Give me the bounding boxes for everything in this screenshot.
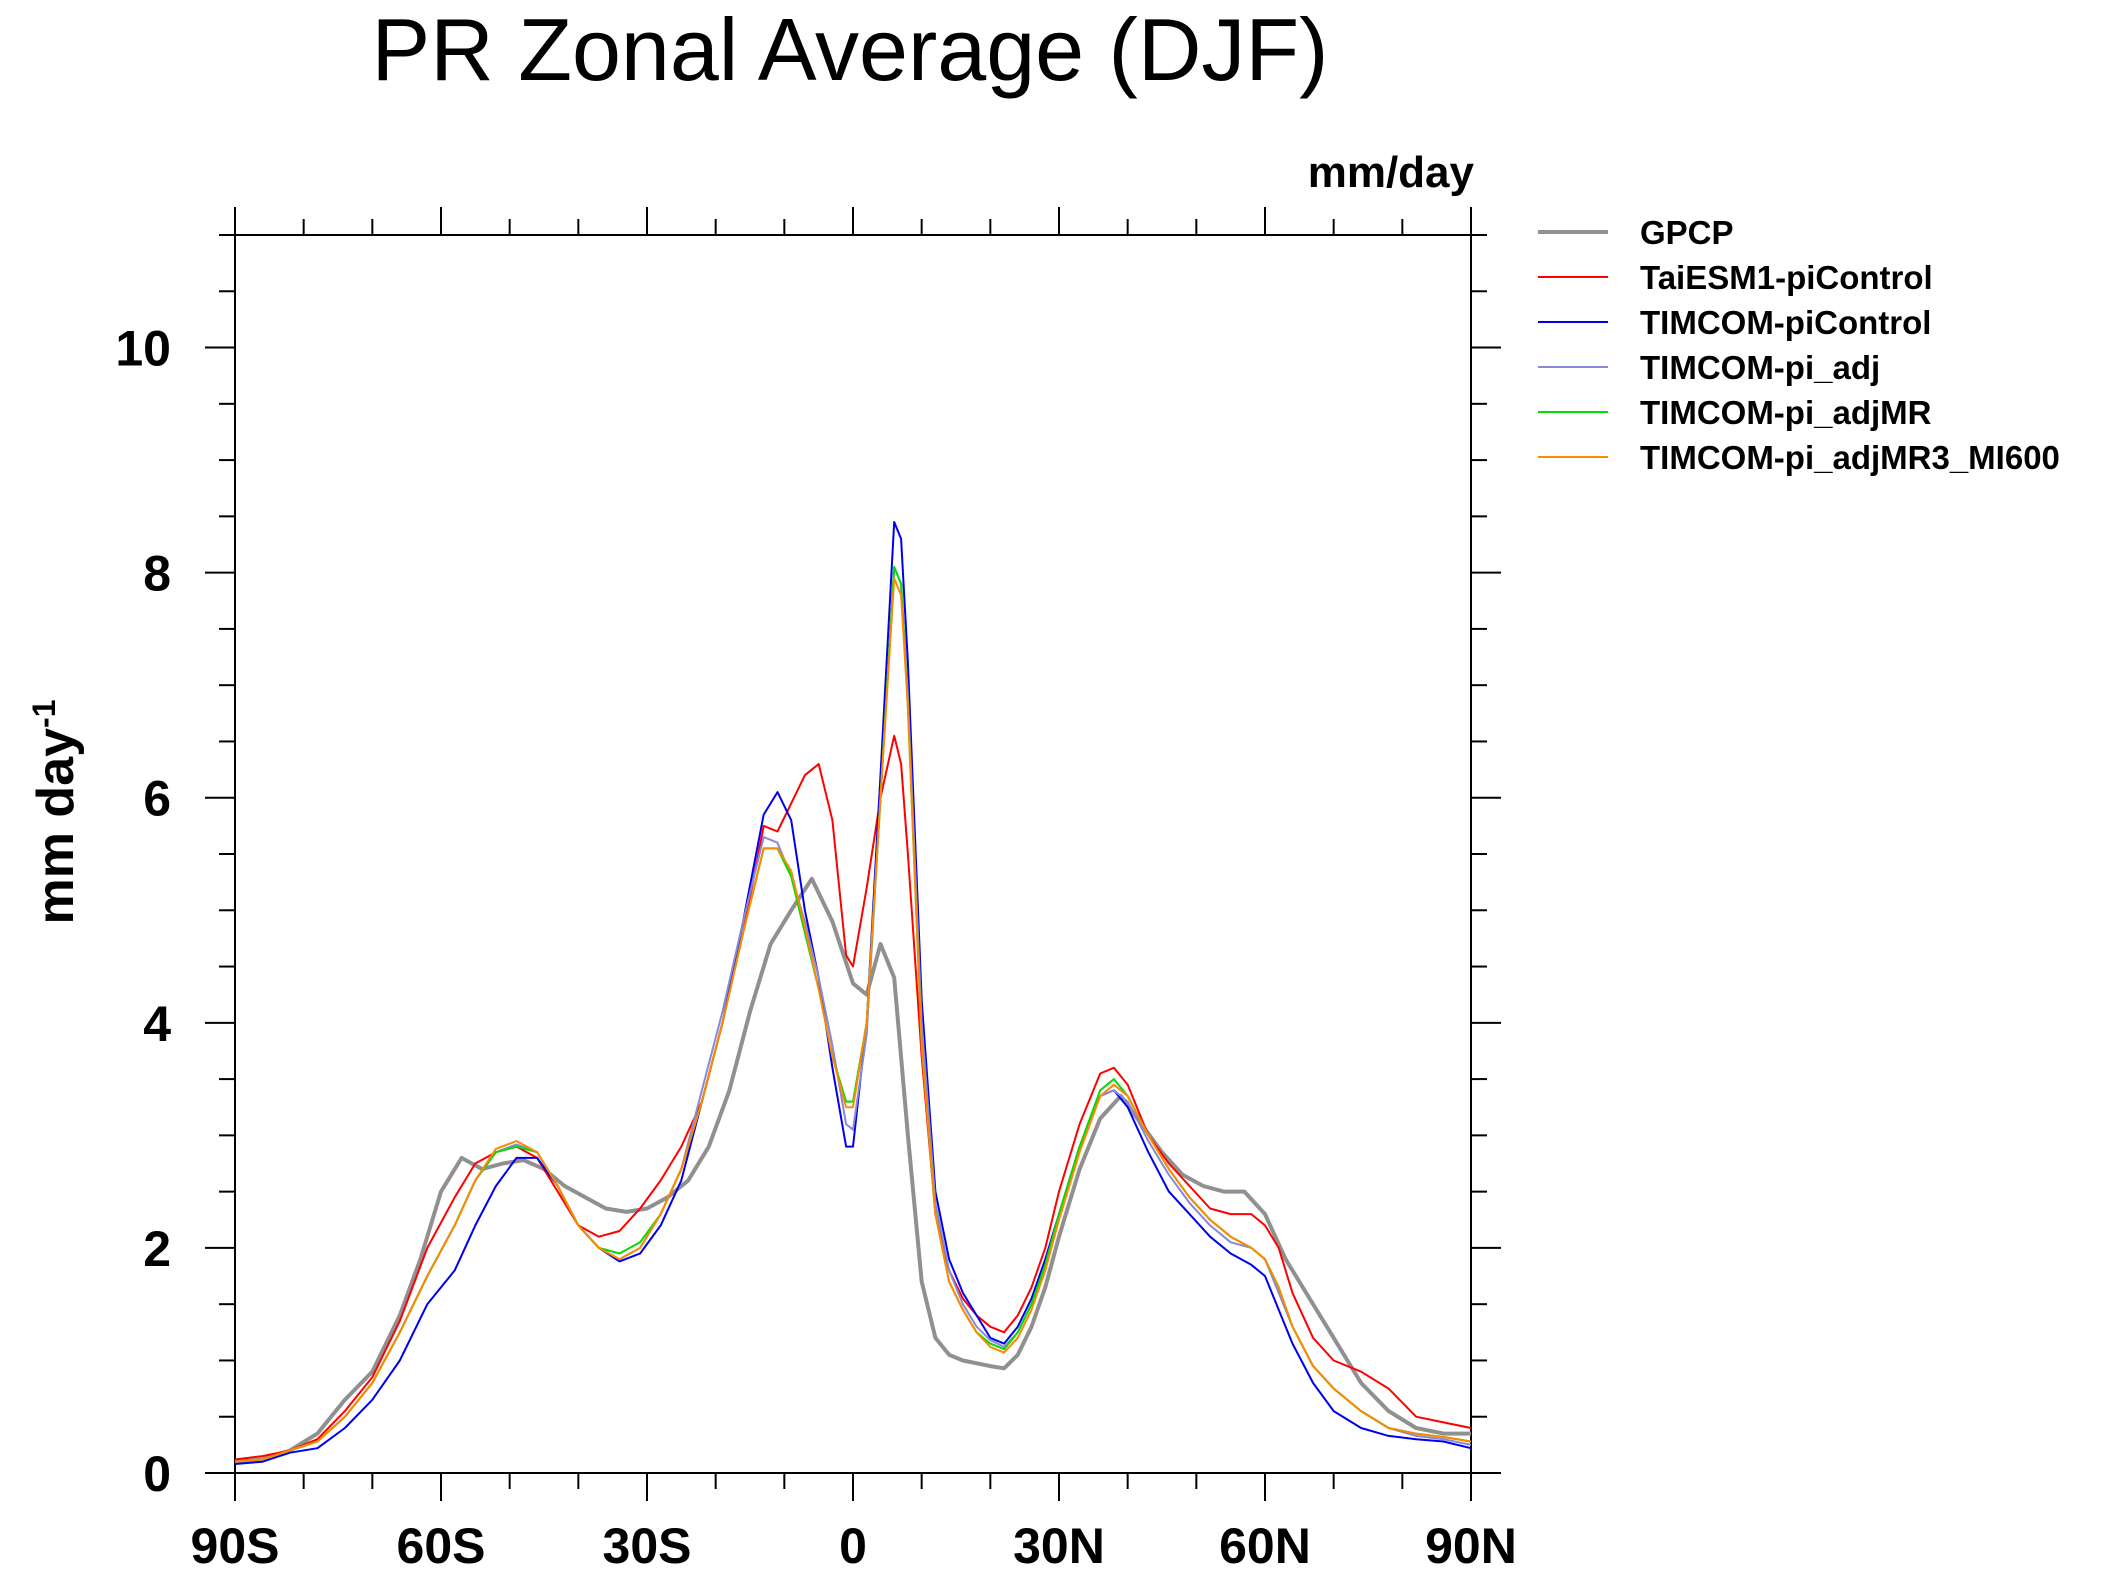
y-tick-label: 4 xyxy=(143,996,171,1052)
x-tick-label: 30N xyxy=(1013,1518,1105,1574)
x-tick-label: 60S xyxy=(397,1518,486,1574)
x-tick-label: 90N xyxy=(1425,1518,1517,1574)
legend-label: TaiESM1-piControl xyxy=(1640,259,1933,296)
y-tick-label: 2 xyxy=(143,1221,171,1277)
y-tick-label: 8 xyxy=(143,546,171,602)
y-tick-label: 0 xyxy=(143,1446,171,1502)
series-line-timcom-pi-adjmr3-mi600 xyxy=(234,577,1472,1463)
legend-label: TIMCOM-piControl xyxy=(1640,304,1931,341)
chart-title: PR Zonal Average (DJF) xyxy=(371,0,1329,99)
y-tick-label: 6 xyxy=(143,771,171,827)
legend: GPCP TaiESM1-piControl TIMCOM-piControl TIM… xyxy=(1538,214,2060,476)
x-tick-label: 30S xyxy=(603,1518,692,1574)
axes-layer: 90S 60S 30S 0 30N 60N 90N 0 2 4 6 8 10 xyxy=(115,207,1517,1574)
legend-label: TIMCOM-pi_adjMR xyxy=(1640,394,1932,431)
legend-label: TIMCOM-pi_adjMR3_MI600 xyxy=(1640,439,2060,476)
units-label: mm/day xyxy=(1307,148,1474,197)
legend-label: GPCP xyxy=(1640,214,1734,251)
x-tick-label: 60N xyxy=(1219,1518,1311,1574)
y-tick-label: 10 xyxy=(115,321,171,377)
x-tick-label: 0 xyxy=(839,1518,867,1574)
x-tick-label: 90S xyxy=(191,1518,280,1574)
series-line-timcom-picontrol xyxy=(234,521,1472,1465)
legend-label: TIMCOM-pi_adj xyxy=(1640,349,1880,386)
plot-frame xyxy=(234,234,1472,1474)
series-layer xyxy=(234,521,1472,1465)
